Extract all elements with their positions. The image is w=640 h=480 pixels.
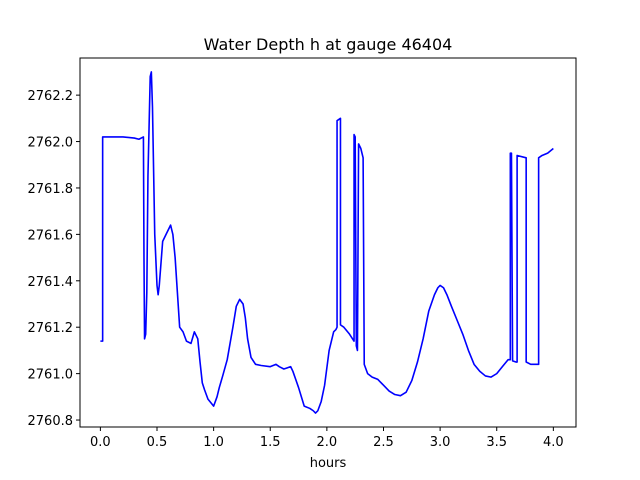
x-tick-label: 2.5: [373, 435, 394, 450]
x-axis: 0.0 0.5 1.0 1.5 2.0 2.5 3.0 3.5 4.0: [90, 427, 564, 450]
y-tick-label: 2761.0: [28, 368, 74, 383]
y-axis: 2760.8 2761.0 2761.2 2761.4 2761.6 2761.8 2762…: [28, 89, 80, 429]
x-tick-label: 1.0: [203, 435, 224, 450]
plot-area: [79, 57, 577, 428]
y-tick-label: 2761.8: [28, 182, 74, 197]
y-tick-label: 2760.8: [28, 414, 74, 429]
x-tick-label: 0.5: [147, 435, 168, 450]
chart-title: Water Depth h at gauge 46404: [204, 35, 453, 54]
x-tick-label: 0.0: [90, 435, 111, 450]
series-line: [100, 71, 554, 414]
x-tick-label: 3.0: [430, 435, 451, 450]
plot-frame: [79, 57, 577, 428]
y-tick-label: 2761.6: [28, 228, 74, 243]
x-tick-label: 4.0: [543, 435, 564, 450]
x-tick-label: 1.5: [260, 435, 281, 450]
y-tick-label: 2761.2: [28, 321, 74, 336]
series-layer: [100, 71, 554, 414]
x-axis-title: hours: [310, 456, 347, 471]
y-tick-label: 2762.2: [28, 89, 74, 104]
y-tick-label: 2762.0: [28, 136, 74, 151]
x-tick-label: 3.5: [486, 435, 507, 450]
y-tick-label: 2761.4: [28, 275, 74, 290]
x-tick-label: 2.0: [317, 435, 338, 450]
